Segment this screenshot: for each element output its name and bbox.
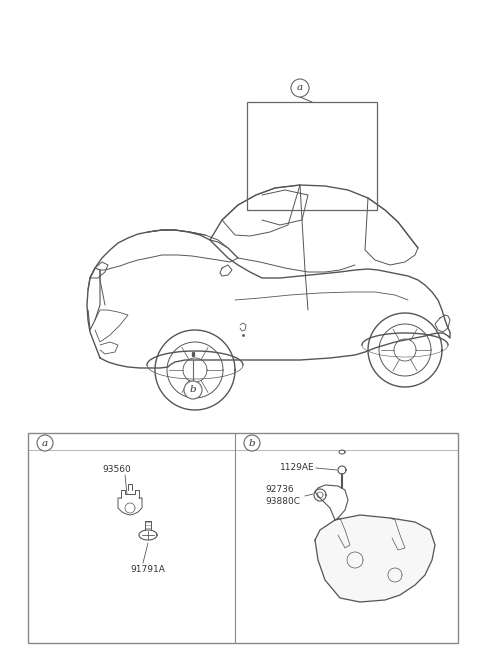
Text: 1129AE: 1129AE <box>280 464 314 472</box>
Circle shape <box>291 79 309 97</box>
Polygon shape <box>315 515 435 602</box>
Text: b: b <box>249 438 255 447</box>
Text: b: b <box>190 386 196 394</box>
Text: a: a <box>297 83 303 92</box>
Bar <box>247 102 377 210</box>
Text: 93880C: 93880C <box>265 498 300 506</box>
Text: 91791A: 91791A <box>130 565 165 574</box>
Circle shape <box>184 381 202 399</box>
Circle shape <box>37 435 53 451</box>
Text: 93560: 93560 <box>102 466 131 474</box>
Bar <box>28 433 458 643</box>
Text: 92736: 92736 <box>265 485 294 495</box>
Text: a: a <box>42 438 48 447</box>
Circle shape <box>244 435 260 451</box>
